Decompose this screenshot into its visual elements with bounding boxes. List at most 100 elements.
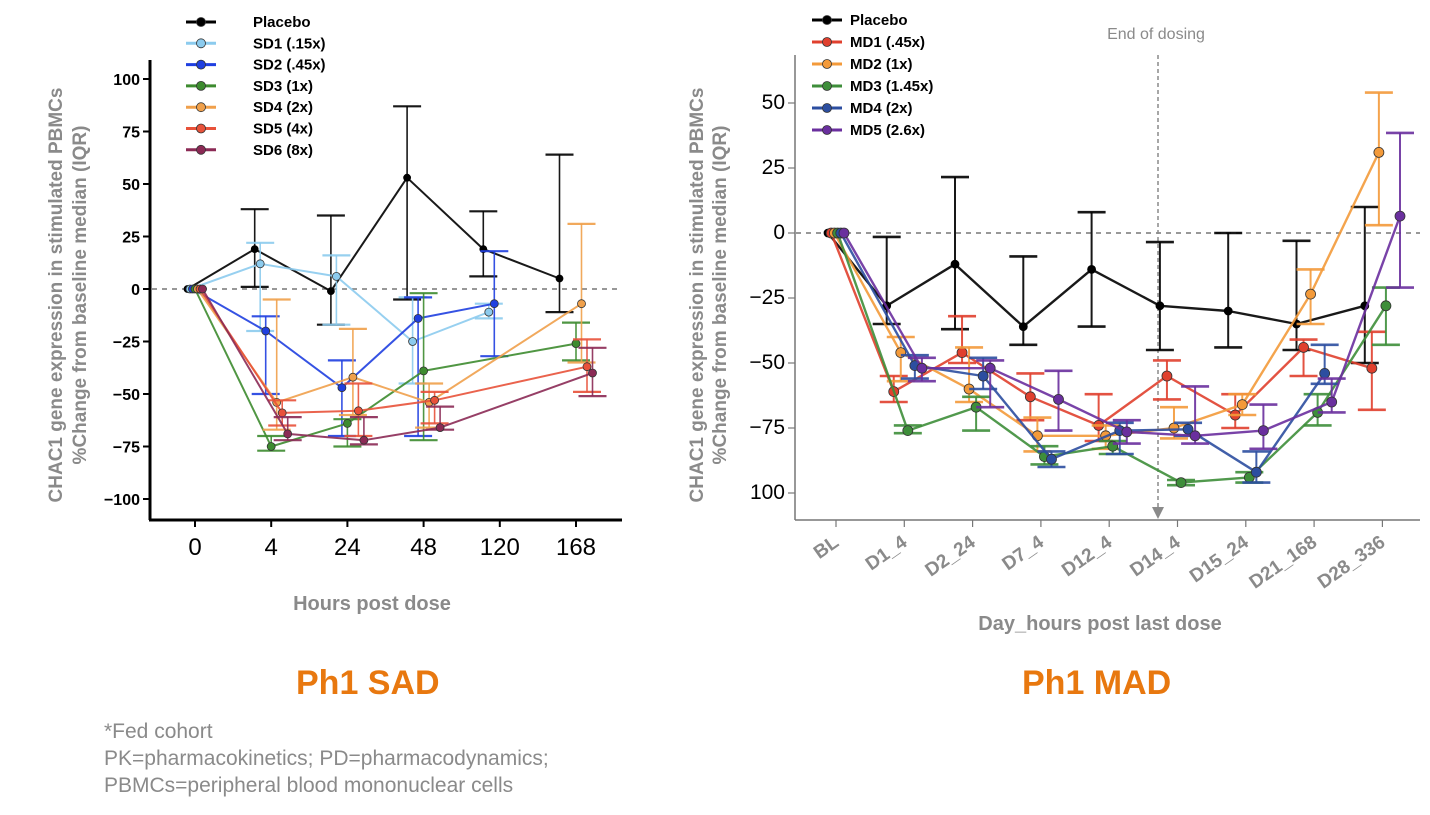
data-point xyxy=(250,245,259,254)
data-point xyxy=(408,337,418,346)
data-point xyxy=(1223,306,1233,316)
data-point xyxy=(555,274,564,283)
legend-label: MD4 (2x) xyxy=(850,100,913,117)
data-point xyxy=(255,259,265,269)
y-tick-label: 50 xyxy=(762,91,785,114)
data-point xyxy=(1189,430,1201,442)
mad-y-axis-label-line2: %Change from baseline median (IQR) xyxy=(710,126,731,465)
data-point xyxy=(902,425,914,437)
data-point xyxy=(1298,341,1309,353)
legend-label: MD1 (.45x) xyxy=(850,34,925,51)
error-bar xyxy=(322,254,351,326)
legend-swatch-marker xyxy=(196,123,206,134)
series-line-md5-2-6x xyxy=(842,215,1402,437)
legend-item-md2-1x: MD2 (1x) xyxy=(812,56,913,73)
data-point xyxy=(337,383,347,393)
legend-label: SD2 (.45x) xyxy=(253,57,326,74)
sad-panel-title: Ph1 SAD xyxy=(296,664,440,702)
legend-item-md3-1-45x: MD3 (1.45x) xyxy=(812,78,933,95)
data-point xyxy=(1121,426,1133,438)
error-bar xyxy=(1214,231,1243,349)
y-tick-label: 100 xyxy=(113,72,140,89)
error-bar xyxy=(469,210,498,278)
x-tick-label: D14_4 xyxy=(1126,532,1184,582)
legend-label: SD5 (4x) xyxy=(253,121,313,138)
series-line-placebo xyxy=(186,176,560,293)
y-tick-label: −75 xyxy=(749,416,785,439)
x-tick-label: D28_336 xyxy=(1314,532,1389,593)
data-point xyxy=(582,362,592,372)
series-sd5-4x xyxy=(195,284,601,438)
error-bar xyxy=(393,105,422,301)
series-sd6-8x xyxy=(198,284,607,446)
data-point xyxy=(838,227,850,239)
legend-item-sd6-8x: SD6 (8x) xyxy=(186,142,313,159)
legend-label: SD1 (.15x) xyxy=(253,35,326,52)
y-tick-label: 25 xyxy=(122,230,140,247)
y-tick-label: −50 xyxy=(113,387,140,404)
legend-item-sd4-2x: SD4 (2x) xyxy=(186,99,313,116)
data-point xyxy=(326,287,335,296)
y-tick-label: −75 xyxy=(113,440,140,457)
data-point xyxy=(277,408,287,418)
data-point xyxy=(1366,362,1378,374)
data-point xyxy=(984,362,996,374)
data-point xyxy=(1394,210,1406,222)
data-point xyxy=(353,406,363,416)
mad-panel-title: Ph1 MAD xyxy=(1022,664,1172,702)
error-bar xyxy=(1009,255,1038,347)
legend-swatch-marker xyxy=(822,15,832,25)
data-point xyxy=(342,418,352,428)
series-placebo xyxy=(183,105,574,326)
legend-swatch-marker xyxy=(196,144,206,155)
series-sd1-15x xyxy=(185,241,503,385)
sad-series-group xyxy=(183,105,607,452)
data-point xyxy=(1380,300,1392,312)
x-tick-label: BL xyxy=(810,532,843,564)
legend-label: Placebo xyxy=(253,14,311,31)
series-line-sd2-45x xyxy=(192,288,495,389)
error-bar xyxy=(1371,286,1400,347)
sad-y-ticks: 100 75 50 25 0 −25 −50 −75 −100 xyxy=(104,72,150,509)
data-point xyxy=(359,435,369,445)
data-point xyxy=(403,173,412,182)
footnote-fed-cohort: *Fed cohort xyxy=(104,720,213,743)
data-point xyxy=(1087,264,1096,274)
legend-label: MD3 (1.45x) xyxy=(850,78,933,95)
data-point xyxy=(1250,466,1262,478)
mad-y-ticks: 50 25 0 −25 −50 −75 100 xyxy=(749,91,795,504)
footnotes: *Fed cohort PK=pharmacokinetics; PD=phar… xyxy=(104,718,549,799)
legend-label: SD6 (8x) xyxy=(253,142,313,159)
data-point xyxy=(283,429,293,439)
legend-item-sd3-1x: SD3 (1x) xyxy=(186,78,313,95)
legend-label: MD2 (1x) xyxy=(850,56,913,73)
x-tick-label: D21_168 xyxy=(1246,532,1321,593)
x-tick-label: D7_4 xyxy=(999,532,1049,576)
data-point xyxy=(1161,370,1173,382)
legend-label: SD3 (1x) xyxy=(253,78,313,95)
data-point xyxy=(435,423,445,433)
error-bar xyxy=(941,175,969,331)
error-bar xyxy=(545,153,574,314)
mad-y-axis-label-line1: CHAC1 gene expression in stimulated PBMC… xyxy=(687,88,708,503)
series-line-placebo xyxy=(827,232,1366,328)
data-point xyxy=(588,368,597,378)
data-point xyxy=(1326,396,1338,408)
mad-x-ticks: BL D1_4 D2_24 D7_4 D12_4 D14_4 D15_24D21_168D2… xyxy=(810,520,1389,593)
data-point xyxy=(1175,477,1187,489)
series-md3-1-45x xyxy=(832,227,1400,489)
series-sd3-1x xyxy=(190,284,590,452)
x-tick-label: 120 xyxy=(480,534,520,561)
data-point xyxy=(950,259,960,269)
legend-swatch-marker xyxy=(196,81,206,91)
y-tick-label: −25 xyxy=(113,335,140,352)
error-bar xyxy=(262,298,291,431)
x-tick-label: D1_4 xyxy=(862,532,912,576)
y-tick-label: 50 xyxy=(122,177,140,194)
legend-swatch-marker xyxy=(196,59,206,70)
data-point xyxy=(413,313,423,323)
mad-legend: Placebo MD1 (.45x) MD2 (1x) MD3 (1.45x) MD4 … xyxy=(812,12,933,139)
data-point xyxy=(1018,322,1028,332)
mad-chart: CHAC1 gene expression in stimulated PBMC… xyxy=(687,12,1420,635)
series-md5-2-6x xyxy=(838,131,1414,451)
